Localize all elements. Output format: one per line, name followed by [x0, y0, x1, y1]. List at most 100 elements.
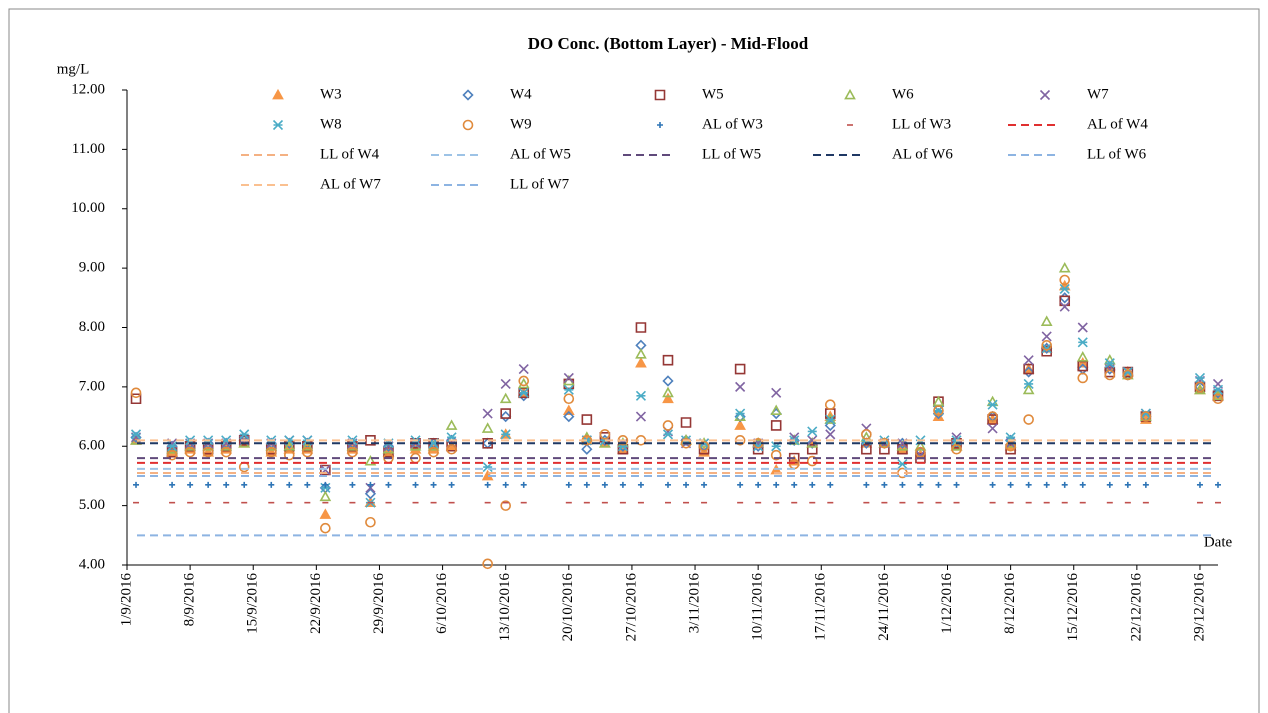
legend-swatch	[462, 89, 474, 101]
legend-label: W6	[892, 86, 914, 102]
marker	[481, 422, 494, 433]
marker	[735, 381, 746, 392]
marker	[662, 392, 674, 404]
marker	[1194, 381, 1206, 393]
x-tick-label: 8/9/2016	[182, 573, 198, 627]
marker	[771, 387, 782, 398]
marker	[265, 446, 277, 458]
marker	[499, 392, 512, 404]
marker	[825, 414, 836, 425]
x-tick-label: 29/9/2016	[371, 573, 387, 634]
legend-swatch	[654, 89, 666, 101]
marker	[1079, 481, 1086, 488]
marker	[619, 481, 626, 488]
marker	[482, 408, 493, 419]
marker	[953, 481, 960, 488]
legend-label: W8	[320, 116, 342, 132]
legend-label: LL of W4	[320, 146, 380, 162]
marker	[1059, 301, 1070, 312]
marker	[385, 481, 392, 488]
marker	[896, 437, 909, 449]
marker	[364, 454, 377, 466]
x-tick-label: 13/10/2016	[497, 573, 513, 642]
marker	[635, 356, 647, 368]
marker	[863, 481, 870, 488]
marker	[899, 481, 906, 488]
marker	[1023, 363, 1034, 375]
legend-label: AL of W5	[510, 146, 571, 162]
marker	[484, 481, 491, 488]
marker	[482, 558, 493, 570]
marker	[824, 399, 836, 410]
marker	[562, 404, 575, 416]
marker	[1077, 372, 1089, 384]
y-axis-label: mg/L	[57, 61, 90, 77]
marker	[807, 426, 818, 437]
marker	[319, 508, 332, 519]
marker	[1194, 372, 1206, 384]
marker	[1104, 358, 1115, 369]
marker	[734, 410, 746, 423]
marker	[701, 481, 708, 488]
legend-label: LL of W6	[1087, 146, 1147, 162]
marker	[130, 431, 142, 443]
marker	[1215, 481, 1221, 488]
legend-label: LL of W3	[892, 116, 951, 132]
marker	[861, 429, 872, 440]
marker	[1023, 355, 1034, 366]
marker	[202, 446, 214, 458]
x-tick-label: 17/11/2016	[813, 573, 829, 641]
legend-label: W4	[510, 86, 532, 102]
legend-label: AL of W7	[320, 176, 381, 192]
marker	[205, 481, 212, 488]
marker	[1022, 383, 1035, 395]
marker	[915, 446, 926, 458]
marker	[734, 419, 746, 430]
marker	[951, 443, 962, 455]
marker	[482, 437, 493, 449]
marker	[662, 354, 674, 366]
marker	[302, 446, 313, 458]
x-tick-label: 29/12/2016	[1191, 573, 1207, 642]
legend-swatch	[844, 88, 856, 100]
marker	[563, 393, 575, 405]
marker	[664, 481, 671, 488]
marker	[130, 387, 142, 399]
marker	[1059, 274, 1071, 286]
marker	[683, 481, 690, 488]
marker	[518, 387, 530, 399]
marker	[367, 481, 374, 488]
marker	[500, 408, 511, 419]
marker	[1076, 356, 1089, 368]
marker	[500, 429, 511, 440]
legend-label: AL of W6	[892, 146, 953, 162]
marker	[1023, 414, 1034, 425]
marker	[1212, 384, 1224, 395]
marker	[500, 410, 512, 423]
marker	[806, 443, 818, 455]
marker	[1061, 481, 1068, 488]
marker	[500, 378, 511, 389]
marker	[755, 481, 762, 488]
marker	[518, 390, 530, 402]
marker	[770, 449, 782, 461]
marker	[1041, 340, 1052, 351]
marker	[1076, 351, 1089, 362]
marker	[662, 375, 674, 387]
marker	[1077, 322, 1088, 333]
marker	[1043, 481, 1050, 488]
marker	[662, 420, 674, 431]
marker	[220, 446, 232, 458]
marker	[446, 443, 457, 455]
marker	[238, 461, 250, 473]
marker	[1077, 337, 1088, 348]
marker	[933, 405, 944, 416]
chart-title: DO Conc. (Bottom Layer) - Mid-Flood	[528, 34, 809, 53]
marker	[268, 481, 275, 488]
marker	[583, 481, 590, 488]
marker	[1104, 369, 1116, 381]
marker	[349, 481, 356, 488]
marker	[1059, 283, 1070, 294]
marker	[320, 522, 331, 534]
